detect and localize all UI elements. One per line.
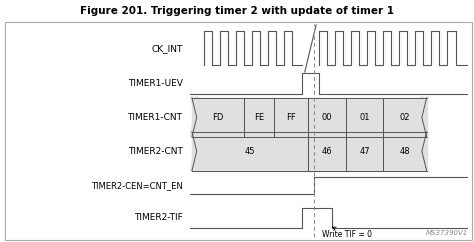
Text: 02: 02 <box>400 113 410 122</box>
Polygon shape <box>192 98 244 137</box>
Polygon shape <box>346 98 383 137</box>
Text: FD: FD <box>212 113 224 122</box>
Text: FF: FF <box>286 113 296 122</box>
Text: FE: FE <box>254 113 264 122</box>
Text: TIMER1-CNT: TIMER1-CNT <box>128 113 182 122</box>
Text: MS37390V1: MS37390V1 <box>426 230 468 236</box>
Text: 47: 47 <box>359 147 370 156</box>
Text: 45: 45 <box>245 147 255 156</box>
Text: TIMER2-CNT: TIMER2-CNT <box>128 147 182 156</box>
Text: CK_INT: CK_INT <box>151 44 182 53</box>
Polygon shape <box>308 98 346 137</box>
Text: Figure 201. Triggering timer 2 with update of timer 1: Figure 201. Triggering timer 2 with upda… <box>80 6 394 16</box>
Text: TIMER2-CEN=CNT_EN: TIMER2-CEN=CNT_EN <box>91 181 182 190</box>
Text: 46: 46 <box>322 147 332 156</box>
Polygon shape <box>192 132 308 171</box>
Text: TIMER2-TIF: TIMER2-TIF <box>134 213 182 222</box>
Polygon shape <box>308 132 346 171</box>
Text: 01: 01 <box>359 113 370 122</box>
Polygon shape <box>346 132 383 171</box>
Text: 48: 48 <box>400 147 410 156</box>
Text: Write TIF = 0: Write TIF = 0 <box>322 227 372 239</box>
Text: TIMER1-UEV: TIMER1-UEV <box>128 79 182 88</box>
Polygon shape <box>244 98 274 137</box>
Polygon shape <box>383 132 427 171</box>
Polygon shape <box>274 98 308 137</box>
Text: 00: 00 <box>322 113 332 122</box>
Polygon shape <box>383 98 427 137</box>
